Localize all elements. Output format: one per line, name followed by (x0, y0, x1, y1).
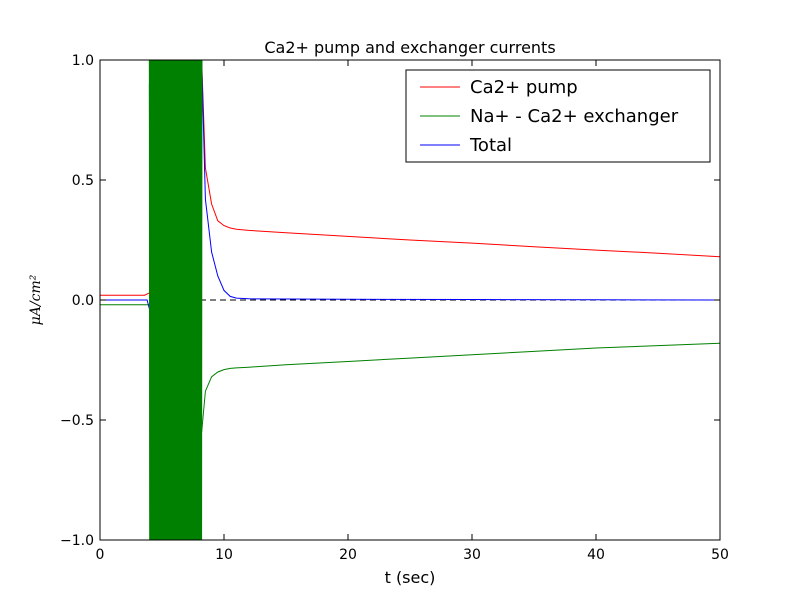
series-line-1-post (201, 342, 720, 433)
legend-label: Total (469, 135, 512, 156)
y-tick-label: 1.0 (72, 53, 94, 69)
y-tick-label: −0.5 (60, 413, 94, 429)
x-tick-label: 50 (711, 547, 729, 563)
series-line-0-post (201, 60, 720, 258)
x-tick-label: 10 (215, 547, 233, 563)
x-tick-label: 0 (96, 547, 105, 563)
x-tick-label: 40 (587, 547, 605, 563)
x-tick-label: 30 (463, 547, 481, 563)
series-burst-exchanger-fan (148, 83, 171, 540)
series-line-0-pre (100, 292, 150, 296)
y-tick-label: −1.0 (60, 533, 94, 549)
y-axis-label: μA/cm² (28, 274, 44, 325)
legend-label: Na+ - Ca2+ exchanger (470, 106, 679, 127)
y-tick-label: 0.0 (72, 293, 94, 309)
chart-title: Ca2+ pump and exchanger currents (264, 38, 555, 57)
x-axis-label: t (sec) (385, 568, 436, 587)
legend-label: Ca2+ pump (470, 77, 578, 98)
y-tick-label: 0.5 (72, 173, 94, 189)
x-tick-label: 20 (339, 547, 357, 563)
series-line-2-post (201, 60, 720, 301)
